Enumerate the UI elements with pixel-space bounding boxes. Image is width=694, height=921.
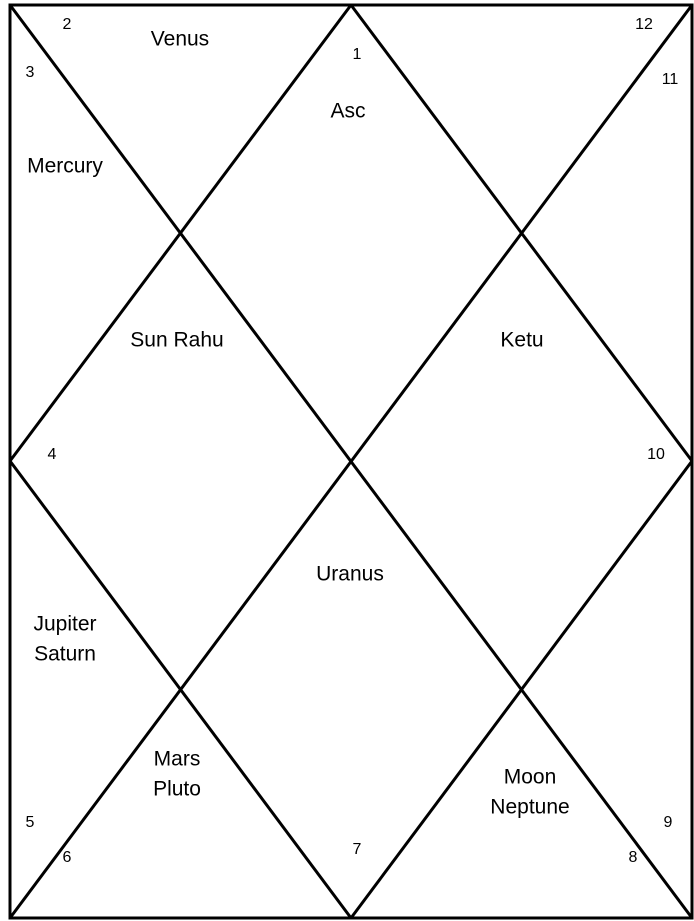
house-number: 10 [647,446,665,463]
house-number: 5 [26,814,35,831]
planet-label: Pluto [153,778,201,801]
house-number: 8 [629,849,638,866]
house-number: 12 [635,16,653,33]
house-number: 2 [63,16,72,33]
diamond-edge [8,4,353,462]
house-number: 7 [353,841,362,858]
house-number: 9 [664,814,673,831]
planet-label: Neptune [490,796,569,819]
planet-label: Sun Rahu [130,329,223,352]
planet-label: Uranus [316,563,384,586]
planet-label: Jupiter [33,613,96,636]
house-number: 1 [353,46,362,63]
planet-label: Venus [151,28,209,51]
house-number: 11 [662,71,679,88]
planet-label: Ketu [500,329,543,352]
diagonal [8,4,694,919]
house-number: 6 [63,849,72,866]
diamond-edge [8,460,353,919]
planet-label: Mercury [27,155,103,178]
planet-label: Asc [330,100,365,123]
planet-label: Moon [504,766,557,789]
planet-label: Mars [154,748,201,771]
house-number: 3 [26,64,35,81]
house-number: 4 [48,446,57,463]
planet-label: Saturn [34,643,96,666]
diamond-edge [349,4,694,462]
diamond-edge [349,460,694,919]
